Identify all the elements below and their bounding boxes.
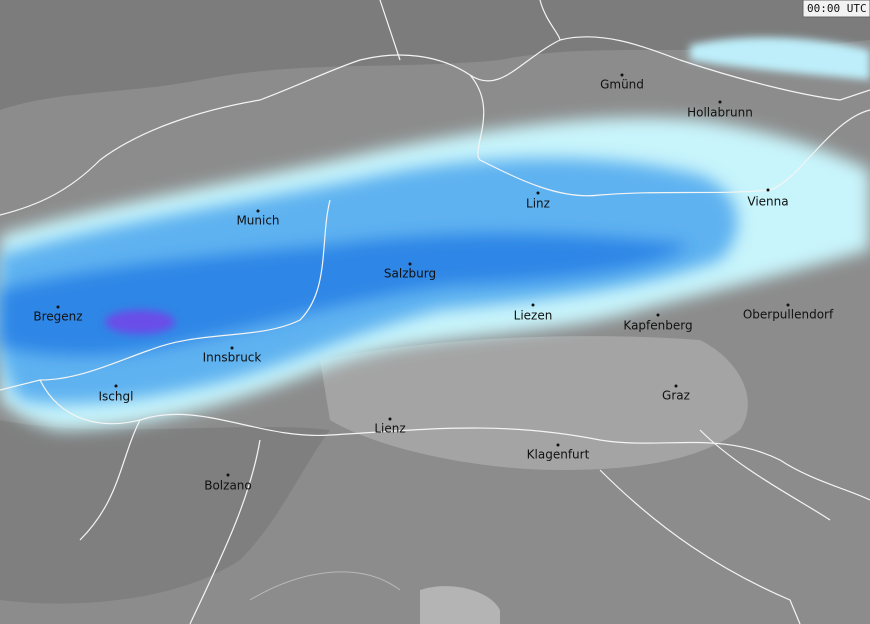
border-north — [0, 36, 870, 216]
city-label: Linz — [526, 197, 550, 211]
city-dot — [531, 303, 535, 307]
light-precip-north — [690, 37, 870, 80]
city-dot — [114, 384, 118, 388]
timestamp-box: 00:00 UTC — [802, 0, 870, 18]
city-label: Munich — [236, 214, 279, 228]
border-de-at — [469, 74, 870, 197]
city-dot — [674, 384, 678, 388]
city-label: Gmünd — [600, 78, 644, 92]
north-lowland — [0, 0, 870, 110]
timestamp: 00:00 UTC — [807, 2, 867, 15]
border-bavaria — [0, 199, 331, 391]
lake — [420, 586, 500, 624]
river — [249, 571, 401, 601]
city-dot — [536, 191, 540, 195]
city-dot — [656, 313, 660, 317]
precipitation — [0, 37, 870, 430]
city-label: Ischgl — [99, 390, 134, 404]
city-label: Lienz — [374, 422, 405, 436]
south-tyrol — [0, 420, 330, 604]
city-dot — [620, 73, 624, 77]
city-label: Innsbruck — [203, 351, 262, 365]
cities: Gmünd Hollabrunn Linz Vienna Munich Salz… — [33, 73, 834, 493]
city-dot — [766, 188, 770, 192]
city-dot — [556, 443, 560, 447]
city-dot — [408, 262, 412, 266]
border-italy — [79, 419, 261, 624]
city-dot — [388, 417, 392, 421]
city-label: Graz — [662, 389, 690, 403]
southern-alps — [320, 336, 748, 470]
city-dot — [226, 473, 230, 477]
city-label: Vienna — [747, 195, 788, 209]
city-dot — [786, 303, 790, 307]
city-label: Bolzano — [204, 479, 252, 493]
city-label: Salzburg — [384, 267, 436, 281]
city-dot — [56, 305, 60, 309]
timestamp-bg — [802, 0, 870, 18]
city-label: Kapfenberg — [623, 319, 692, 333]
city-label: Bregenz — [33, 310, 82, 324]
border-slovenia — [599, 429, 831, 624]
city-label: Oberpullendorf — [743, 308, 834, 322]
city-dot — [718, 100, 722, 104]
city-dot — [230, 346, 234, 350]
city-label: Hollabrunn — [687, 106, 753, 120]
city-dot — [256, 209, 260, 213]
city-label: Liezen — [514, 309, 553, 323]
border-czech — [379, 0, 561, 61]
city-label: Klagenfurt — [527, 448, 590, 462]
intense-cell — [105, 310, 175, 334]
